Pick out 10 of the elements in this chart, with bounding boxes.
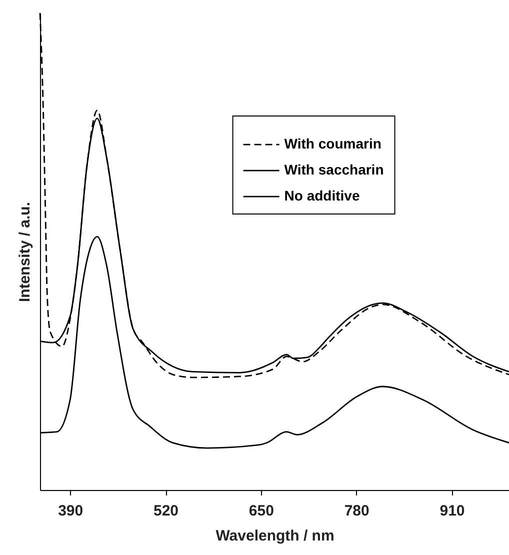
x-axis-title: Wavelength / nm — [216, 528, 334, 544]
x-tick-label: 390 — [58, 502, 84, 520]
x-tick-label: 650 — [248, 502, 274, 520]
x-tick-label: 910 — [440, 502, 465, 520]
legend-label: With coumarin — [284, 136, 382, 152]
y-axis-title: Intensity / a.u. — [16, 202, 34, 302]
legend-label: With saccharin — [284, 162, 384, 178]
legend-label: No additive — [284, 188, 360, 204]
x-tick-label: 780 — [344, 502, 370, 520]
x-tick-label: 520 — [153, 502, 179, 520]
